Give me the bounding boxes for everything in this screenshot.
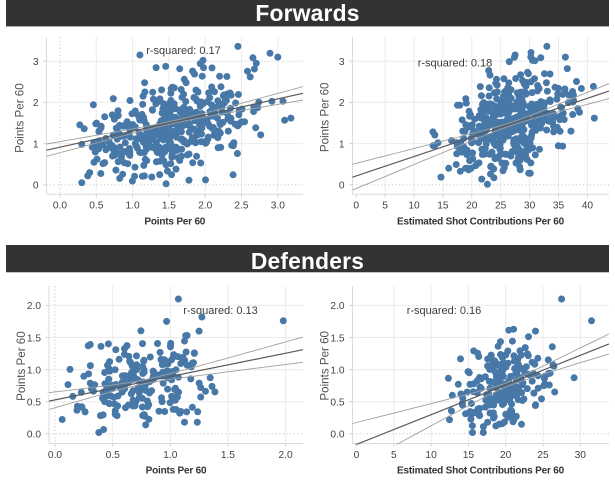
svg-text:Estimated Shot Contributions P: Estimated Shot Contributions Per 60: [397, 217, 565, 228]
svg-text:2: 2: [339, 98, 345, 109]
svg-text:1.0: 1.0: [163, 450, 177, 461]
svg-text:30: 30: [524, 201, 536, 212]
svg-text:3.0: 3.0: [271, 201, 285, 212]
svg-text:0.0: 0.0: [330, 430, 344, 441]
svg-text:20: 20: [500, 450, 512, 461]
svg-text:15: 15: [437, 201, 449, 212]
svg-text:0.5: 0.5: [89, 201, 103, 212]
svg-text:r-squared: 0.17: r-squared: 0.17: [146, 45, 221, 57]
svg-text:15: 15: [463, 450, 475, 461]
svg-text:0.5: 0.5: [330, 398, 344, 409]
svg-text:2.5: 2.5: [234, 201, 248, 212]
svg-text:0: 0: [339, 181, 345, 192]
svg-text:Points Per 60: Points Per 60: [319, 82, 332, 152]
svg-text:40: 40: [582, 201, 594, 212]
svg-text:5: 5: [382, 201, 388, 212]
svg-text:Defenders: Defenders: [251, 248, 364, 274]
svg-text:0.0: 0.0: [27, 430, 41, 441]
svg-text:10: 10: [408, 201, 420, 212]
svg-text:2.0: 2.0: [198, 201, 212, 212]
svg-text:0.0: 0.0: [53, 201, 67, 212]
svg-text:Points Per 60: Points Per 60: [14, 83, 27, 153]
svg-text:2: 2: [33, 98, 39, 109]
svg-text:Points Per 60: Points Per 60: [319, 331, 332, 401]
svg-text:1.0: 1.0: [27, 365, 41, 376]
svg-text:Points Per 60: Points Per 60: [144, 217, 205, 228]
svg-text:25: 25: [495, 201, 507, 212]
svg-text:3: 3: [33, 57, 39, 68]
svg-text:20: 20: [466, 201, 478, 212]
svg-text:Points Per 60: Points Per 60: [15, 331, 28, 401]
svg-text:r-squared: 0.16: r-squared: 0.16: [407, 305, 482, 317]
svg-text:1: 1: [339, 139, 345, 150]
svg-text:10: 10: [425, 450, 437, 461]
svg-text:0: 0: [353, 201, 359, 212]
svg-text:Estimated Shot Contributions P: Estimated Shot Contributions Per 60: [397, 465, 565, 476]
svg-text:3: 3: [339, 57, 345, 68]
svg-text:0: 0: [354, 450, 360, 461]
svg-text:0.5: 0.5: [106, 450, 120, 461]
svg-text:35: 35: [553, 201, 565, 212]
svg-text:r-squared: 0.18: r-squared: 0.18: [418, 58, 493, 70]
svg-text:30: 30: [575, 450, 587, 461]
svg-text:1.5: 1.5: [27, 333, 41, 344]
svg-text:5: 5: [391, 450, 397, 461]
svg-text:1: 1: [33, 139, 39, 150]
svg-text:1.5: 1.5: [330, 333, 344, 344]
svg-text:2.0: 2.0: [330, 301, 344, 312]
svg-text:0.5: 0.5: [27, 398, 41, 409]
svg-text:Forwards: Forwards: [255, 0, 359, 26]
svg-text:1.0: 1.0: [330, 365, 344, 376]
svg-text:1.5: 1.5: [162, 201, 176, 212]
svg-text:2.0: 2.0: [27, 301, 41, 312]
svg-text:0: 0: [33, 181, 39, 192]
svg-text:0.0: 0.0: [48, 450, 62, 461]
svg-text:r-squared: 0.13: r-squared: 0.13: [183, 305, 258, 317]
svg-text:25: 25: [537, 450, 549, 461]
svg-text:2.0: 2.0: [279, 450, 293, 461]
svg-text:1.0: 1.0: [126, 201, 140, 212]
svg-text:Points Per 60: Points Per 60: [146, 465, 207, 476]
svg-text:1.5: 1.5: [221, 450, 235, 461]
